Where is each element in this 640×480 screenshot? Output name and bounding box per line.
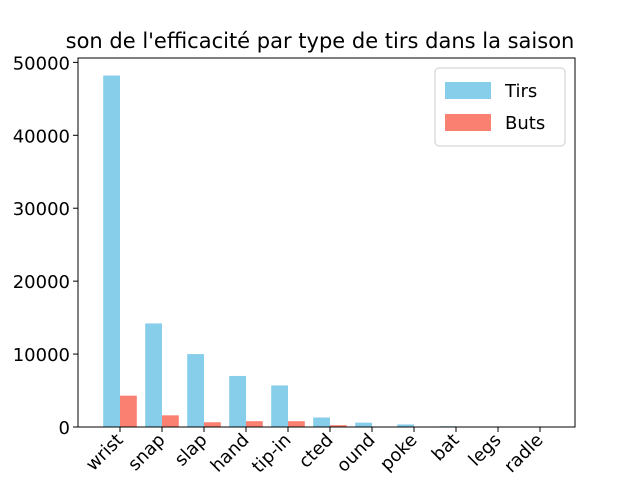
bar [187,354,204,427]
legend-label: Tirs [504,81,537,102]
x-tick-label: wrist [82,430,128,476]
bar [355,422,372,427]
bar [204,422,221,427]
bar [330,425,347,427]
x-tick-label: hand [207,430,254,477]
x-tick-label: tip-in [248,430,296,478]
y-tick-label: 30000 [13,199,70,220]
x-tick-label: slap [171,430,212,471]
x-tick-label: snap [124,430,169,475]
legend: Tirs Buts [434,67,566,147]
legend-swatch [445,82,491,99]
y-tick-label: 0 [59,418,70,439]
x-tick-label: radle [500,430,547,477]
bar [271,385,288,427]
x-tick-label: legs [465,430,506,471]
bar [162,415,179,427]
legend-label: Buts [505,113,545,134]
bar [120,395,137,427]
bar [246,421,263,427]
bar [103,75,120,427]
x-tick-label: bat [428,430,464,466]
bar [145,323,162,427]
x-tick-label: poke [376,430,421,475]
x-tick-label: cted [295,430,338,473]
y-tick-label: 50000 [13,53,70,74]
legend-frame [434,67,566,147]
y-tick-label: 40000 [13,126,70,147]
y-tick-label: 20000 [13,272,70,293]
x-tick-label: ound [333,430,380,477]
bar [229,375,246,427]
y-tick-label: 10000 [13,345,70,366]
legend-swatch [445,114,491,131]
chart-title: son de l'efficacité par type de tirs dan… [66,29,575,53]
bar [288,421,305,427]
plot-frame [77,57,576,428]
bar [397,424,414,427]
bar [313,417,330,427]
